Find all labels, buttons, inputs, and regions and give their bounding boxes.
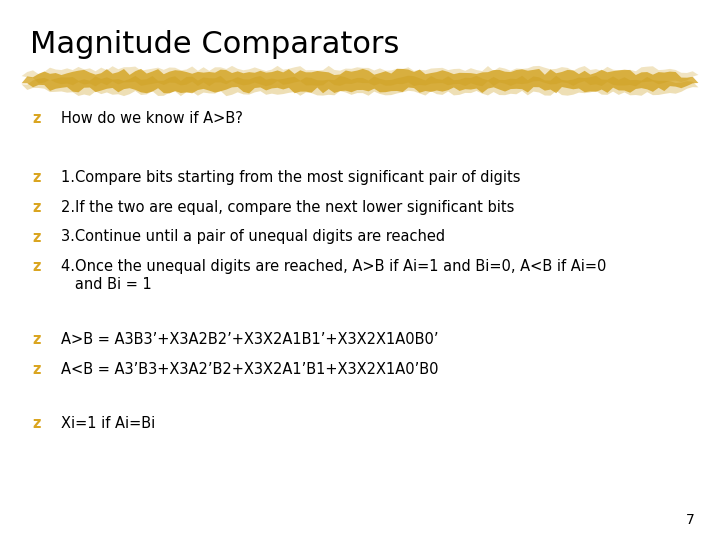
Text: z: z [32,416,41,431]
Text: 1.Compare bits starting from the most significant pair of digits: 1.Compare bits starting from the most si… [61,170,521,185]
Text: Magnitude Comparators: Magnitude Comparators [30,30,400,59]
Text: 2.If the two are equal, compare the next lower significant bits: 2.If the two are equal, compare the next… [61,200,515,215]
Text: 4.Once the unequal digits are reached, A>B if Ai=1 and Bi=0, A<B if Ai=0
   and : 4.Once the unequal digits are reached, A… [61,259,606,292]
Text: 3.Continue until a pair of unequal digits are reached: 3.Continue until a pair of unequal digit… [61,230,446,245]
Text: z: z [32,362,41,377]
Text: z: z [32,259,41,274]
Text: z: z [32,111,41,126]
Text: z: z [32,332,41,347]
Text: Xi=1 if Ai=Bi: Xi=1 if Ai=Bi [61,416,156,431]
Text: A<B = A3’B3+X3A2’B2+X3X2A1’B1+X3X2X1A0’B0: A<B = A3’B3+X3A2’B2+X3X2A1’B1+X3X2X1A0’B… [61,362,438,377]
Polygon shape [22,69,698,93]
Text: How do we know if A>B?: How do we know if A>B? [61,111,243,126]
Polygon shape [22,66,698,86]
Text: z: z [32,230,41,245]
Polygon shape [22,76,698,96]
Text: A>B = A3B3’+X3A2B2’+X3X2A1B1’+X3X2X1A0B0’: A>B = A3B3’+X3A2B2’+X3X2A1B1’+X3X2X1A0B0… [61,332,438,347]
Text: z: z [32,200,41,215]
Text: z: z [32,170,41,185]
Text: 7: 7 [686,512,695,526]
